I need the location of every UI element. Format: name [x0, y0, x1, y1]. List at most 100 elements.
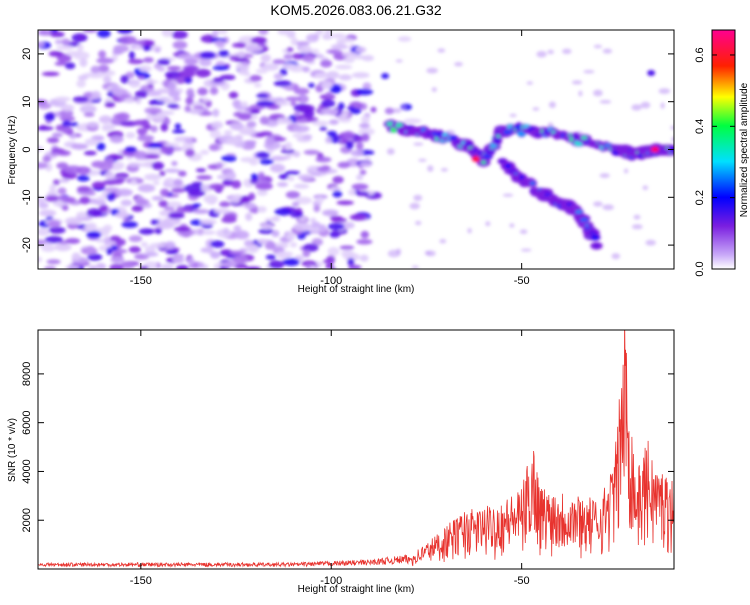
spectrogram-noise-cell: [361, 133, 370, 142]
spectrogram-noise-cell: [173, 96, 181, 102]
spectrogram-noise-cell: [91, 90, 101, 100]
spectrogram-noise-cell: [119, 35, 137, 45]
spectrogram-noise-cell: [199, 51, 216, 59]
spectrogram-noise-cell: [352, 72, 370, 79]
spectrogram-noise-cell: [84, 138, 98, 146]
spectrogram-noise-cell: [611, 253, 621, 260]
spectrogram-noise-cell: [233, 225, 242, 232]
spectrogram-noise-cell: [184, 105, 192, 113]
spectrogram-noise-cell: [192, 203, 202, 208]
spectrogram-noise-cell: [167, 103, 179, 109]
spectrogram-noise-cell: [185, 96, 194, 105]
spectrogram-noise-cell: [602, 48, 613, 54]
y-tick-label: 4000: [21, 459, 33, 483]
spectrogram-noise-cell: [245, 212, 253, 221]
spectrogram-noise-cell: [319, 224, 327, 233]
spectrogram-noise-cell: [171, 187, 186, 193]
spectrogram-noise-cell: [355, 88, 374, 96]
spectrogram-noise-cell: [87, 71, 105, 79]
spectrogram-noise-cell: [361, 115, 370, 124]
colorbar-tick-label: 0.4: [694, 119, 706, 134]
spectrogram-noise-cell: [237, 112, 252, 121]
spectrogram-noise-cell: [427, 165, 434, 172]
spectrogram-noise-cell: [44, 112, 56, 122]
spectrogram-noise-cell: [128, 235, 143, 243]
spectrogram-noise-cell: [140, 241, 148, 248]
spectrogram-noise-cell: [287, 175, 295, 182]
spectrogram-noise-cell: [91, 181, 106, 189]
spectrogram-noise-cell: [386, 148, 395, 155]
spectrogram-noise-cell: [329, 215, 343, 221]
spectrogram-noise-cell: [38, 202, 49, 209]
spectrogram-noise-cell: [138, 228, 155, 235]
spectrogram-noise-cell: [212, 30, 219, 38]
spectrogram-noise-cell: [136, 162, 153, 167]
spectrogram-noise-cell: [86, 208, 103, 218]
snr-line: [38, 330, 674, 568]
spectrogram-noise-cell: [268, 260, 285, 269]
spectrogram-noise-cell: [58, 150, 71, 156]
spectrogram-noise-cell: [115, 178, 125, 183]
spectrogram-noise-cell: [593, 89, 603, 97]
spectrogram-noise-cell: [48, 226, 66, 234]
spectrogram-noise-cell: [103, 157, 115, 166]
spectrogram-noise-cell: [151, 196, 164, 201]
spectrogram-noise-cell: [395, 59, 403, 63]
spectrogram-noise-cell: [319, 126, 328, 131]
spectrogram-noise-cell: [143, 252, 159, 257]
spectrogram-noise-cell: [298, 217, 307, 222]
spectrogram-noise-cell: [599, 100, 612, 104]
spectrogram-x-label: Height of straight line (km): [298, 284, 415, 295]
spectrogram-noise-cell: [86, 231, 102, 239]
spectrogram-noise-cell: [257, 206, 267, 213]
spectrogram-noise-cell: [344, 222, 355, 229]
spectrogram-noise-cell: [246, 244, 260, 253]
spectrogram-noise-cell: [286, 47, 294, 53]
spectrogram-noise-cell: [54, 61, 67, 66]
spectrogram-noise-cell: [359, 169, 367, 175]
spectrogram-noise-cell: [315, 156, 332, 163]
spectrogram-noise-cell: [171, 161, 178, 166]
spectrogram-noise-cell: [38, 41, 45, 48]
spectrogram-noise-cell: [98, 115, 113, 124]
spectrogram-noise-cell: [593, 201, 603, 207]
spectrogram-noise-cell: [343, 57, 355, 63]
spectrogram-noise-cell: [578, 90, 583, 97]
spectrogram-noise-cell: [209, 86, 219, 95]
spectrogram-noise-cell: [212, 108, 220, 117]
spectrogram-noise-cell: [97, 64, 110, 73]
spectrogram-noise-cell: [255, 151, 270, 159]
spectrogram-noise-cell: [321, 99, 336, 108]
x-tick-label: -150: [130, 275, 152, 287]
spectrogram-noise-cell: [295, 196, 313, 205]
spectrogram-noise-cell: [272, 59, 286, 65]
y-tick-label: 8000: [21, 362, 33, 386]
spectrogram-ridge-cell: [543, 190, 549, 194]
spectrogram-noise-cell: [159, 170, 166, 177]
spectrogram-noise-cell: [166, 201, 182, 208]
spectrogram-noise-cell: [144, 174, 162, 181]
spectrogram-y-ticks: 20 10 0 -10 -20: [21, 48, 674, 253]
colorbar-tick-label: 0.0: [694, 261, 706, 276]
spectrogram-noise-cell: [47, 220, 61, 228]
spectrogram-noise-cell: [177, 53, 196, 60]
spectrogram-noise-cell: [124, 97, 136, 104]
spectrogram-noise-cell: [309, 217, 317, 223]
spectrogram-noise-cell: [258, 172, 265, 182]
spectrogram-noise-cell: [248, 192, 256, 201]
spectrogram-noise-cell: [149, 242, 168, 248]
spectrogram-noise-cell: [160, 123, 169, 132]
spectrogram-noise-cell: [256, 189, 268, 196]
colorbar-tick-label: 0.2: [694, 190, 706, 205]
spectrogram-noise-cell: [102, 179, 118, 186]
spectrogram-noise-cell: [341, 249, 354, 258]
spectrogram-noise-cell: [144, 246, 156, 254]
spectrogram-noise-cell: [520, 248, 532, 252]
spectrogram-noise-cell: [61, 205, 69, 211]
spectrogram-y-label: Frequency (Hz): [7, 116, 18, 185]
spectrogram-noise-cell: [98, 50, 107, 59]
spectrogram-noise-cell: [196, 175, 213, 180]
spectrogram-ridge-cell: [590, 234, 600, 241]
spectrogram-noise-cell: [424, 250, 431, 256]
spectrogram-noise-cell: [71, 252, 81, 261]
